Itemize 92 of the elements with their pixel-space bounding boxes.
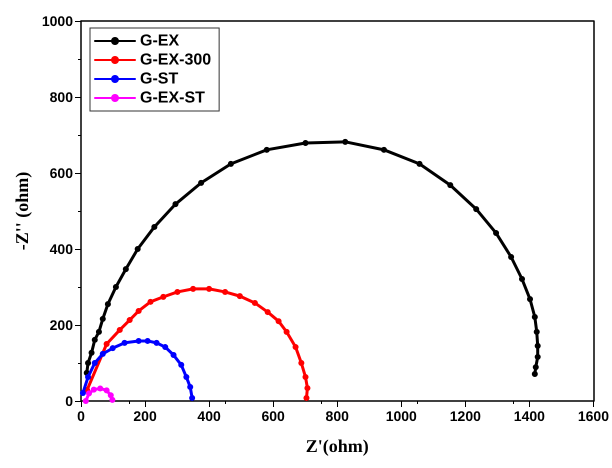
point — [104, 387, 110, 394]
point — [473, 206, 480, 212]
point — [236, 293, 243, 300]
point — [342, 138, 348, 145]
point — [447, 182, 454, 188]
point — [302, 140, 309, 146]
point — [86, 390, 92, 396]
point — [80, 390, 86, 396]
point — [109, 396, 116, 403]
point — [534, 328, 540, 335]
point — [228, 160, 234, 167]
x-tick-label: 0 — [77, 408, 86, 424]
point — [264, 309, 271, 316]
point — [85, 360, 92, 366]
point — [122, 266, 129, 272]
point — [116, 326, 123, 333]
point — [416, 160, 423, 167]
point — [303, 394, 310, 401]
point — [136, 308, 142, 314]
point — [122, 340, 128, 346]
point — [178, 362, 184, 368]
y-tick-label: 400 — [50, 241, 74, 257]
x-tick-label: 1000 — [386, 408, 418, 424]
point — [151, 224, 158, 230]
point — [298, 360, 304, 366]
point — [206, 286, 212, 292]
legend-label: G-EX — [140, 32, 180, 50]
point — [534, 342, 541, 349]
point — [88, 350, 95, 356]
point — [104, 301, 111, 308]
point — [174, 288, 180, 295]
x-tick-label: 400 — [197, 408, 221, 424]
point — [85, 374, 92, 380]
point — [82, 398, 89, 404]
x-tick-label: 1600 — [578, 408, 610, 424]
legend-label: G-ST — [140, 70, 178, 88]
point — [134, 246, 141, 252]
x-tick-label: 1400 — [514, 408, 546, 424]
point — [100, 350, 106, 357]
y-tick-label: 600 — [50, 165, 74, 181]
point — [162, 344, 168, 350]
y-tick-label: 200 — [50, 317, 74, 333]
point — [100, 316, 106, 322]
legend-label: G-EX-ST — [140, 90, 206, 106]
point — [187, 384, 194, 390]
point — [92, 336, 98, 343]
point — [532, 364, 539, 370]
point — [532, 314, 538, 320]
y-tick-label: 0 — [65, 393, 74, 409]
point — [534, 354, 541, 360]
point — [136, 338, 142, 344]
point — [493, 230, 500, 236]
point — [183, 374, 190, 380]
point — [264, 146, 270, 153]
y-tick-label: 1000 — [42, 13, 74, 29]
point — [519, 276, 526, 282]
x-axis-title: Z'(ohm) — [306, 436, 369, 456]
point — [126, 317, 133, 324]
point — [110, 345, 116, 352]
x-tick-label: 200 — [133, 408, 157, 424]
point — [112, 284, 119, 290]
point — [144, 338, 151, 344]
point — [304, 385, 310, 392]
x-tick-label: 1200 — [450, 408, 482, 424]
point — [222, 288, 228, 295]
point — [172, 201, 178, 208]
y-tick-label: 800 — [50, 89, 74, 105]
point — [508, 254, 514, 260]
y-axis-title: -Z'' (ohm) — [12, 172, 32, 250]
point — [380, 146, 387, 153]
point — [292, 344, 299, 350]
x-tick-label: 600 — [261, 408, 286, 424]
point — [189, 394, 196, 401]
point — [154, 340, 160, 346]
point — [190, 286, 196, 292]
point — [160, 294, 166, 300]
x-tick-label: 800 — [326, 408, 350, 424]
point — [170, 352, 177, 358]
point — [104, 341, 110, 347]
point — [276, 318, 282, 324]
point — [284, 328, 290, 335]
point — [92, 360, 98, 366]
point — [90, 386, 97, 393]
legend-label: G-EX-300 — [140, 52, 212, 68]
point — [96, 328, 102, 335]
point — [302, 374, 309, 380]
point — [532, 371, 538, 378]
point — [148, 298, 154, 305]
point — [97, 385, 104, 392]
point — [252, 300, 258, 306]
point — [198, 180, 204, 186]
point — [527, 296, 534, 302]
